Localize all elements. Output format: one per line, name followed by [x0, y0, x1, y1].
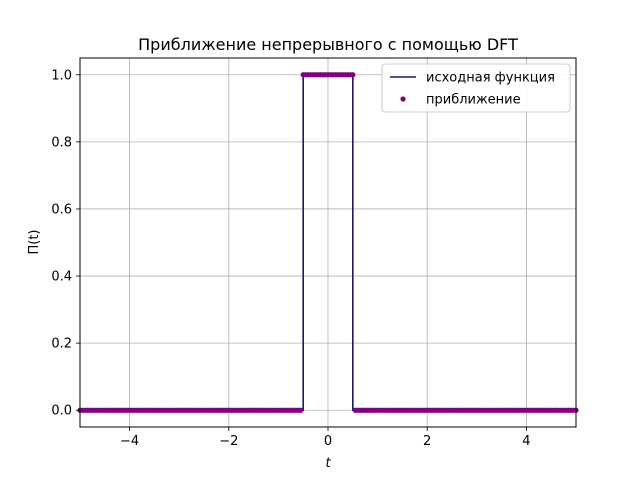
y-tick-label: 1.0 — [51, 68, 72, 83]
y-tick-label: 0.2 — [51, 337, 72, 352]
y-tick-label: 0.8 — [51, 135, 72, 150]
x-tick-label: 0 — [324, 434, 332, 449]
x-axis-label: t — [325, 456, 331, 471]
y-tick-label: 0.0 — [51, 404, 72, 419]
legend: исходная функция приближение — [381, 63, 571, 113]
x-tick-label: 4 — [522, 434, 530, 449]
y-tick-label: 0.4 — [51, 270, 72, 285]
legend-swatch-marker — [400, 96, 406, 102]
x-tick-label: 2 — [423, 434, 431, 449]
legend-box — [381, 63, 571, 113]
data-point — [298, 407, 304, 413]
data-point — [350, 72, 356, 78]
plot-area — [77, 72, 579, 413]
chart-title: Приближение непрерывного с помощью DFT — [138, 35, 518, 54]
x-tick-label: −2 — [219, 434, 238, 449]
x-tick-label: −4 — [120, 434, 139, 449]
legend-label: приближение — [426, 93, 521, 108]
y-tick-label: 0.6 — [51, 202, 72, 217]
legend-label: исходная функция — [426, 71, 555, 86]
y-axis-label: Π(t) — [27, 229, 42, 254]
ticks: −4 −2 0 2 4 0.0 0.2 0.4 0.6 0.8 1.0 — [51, 68, 530, 449]
